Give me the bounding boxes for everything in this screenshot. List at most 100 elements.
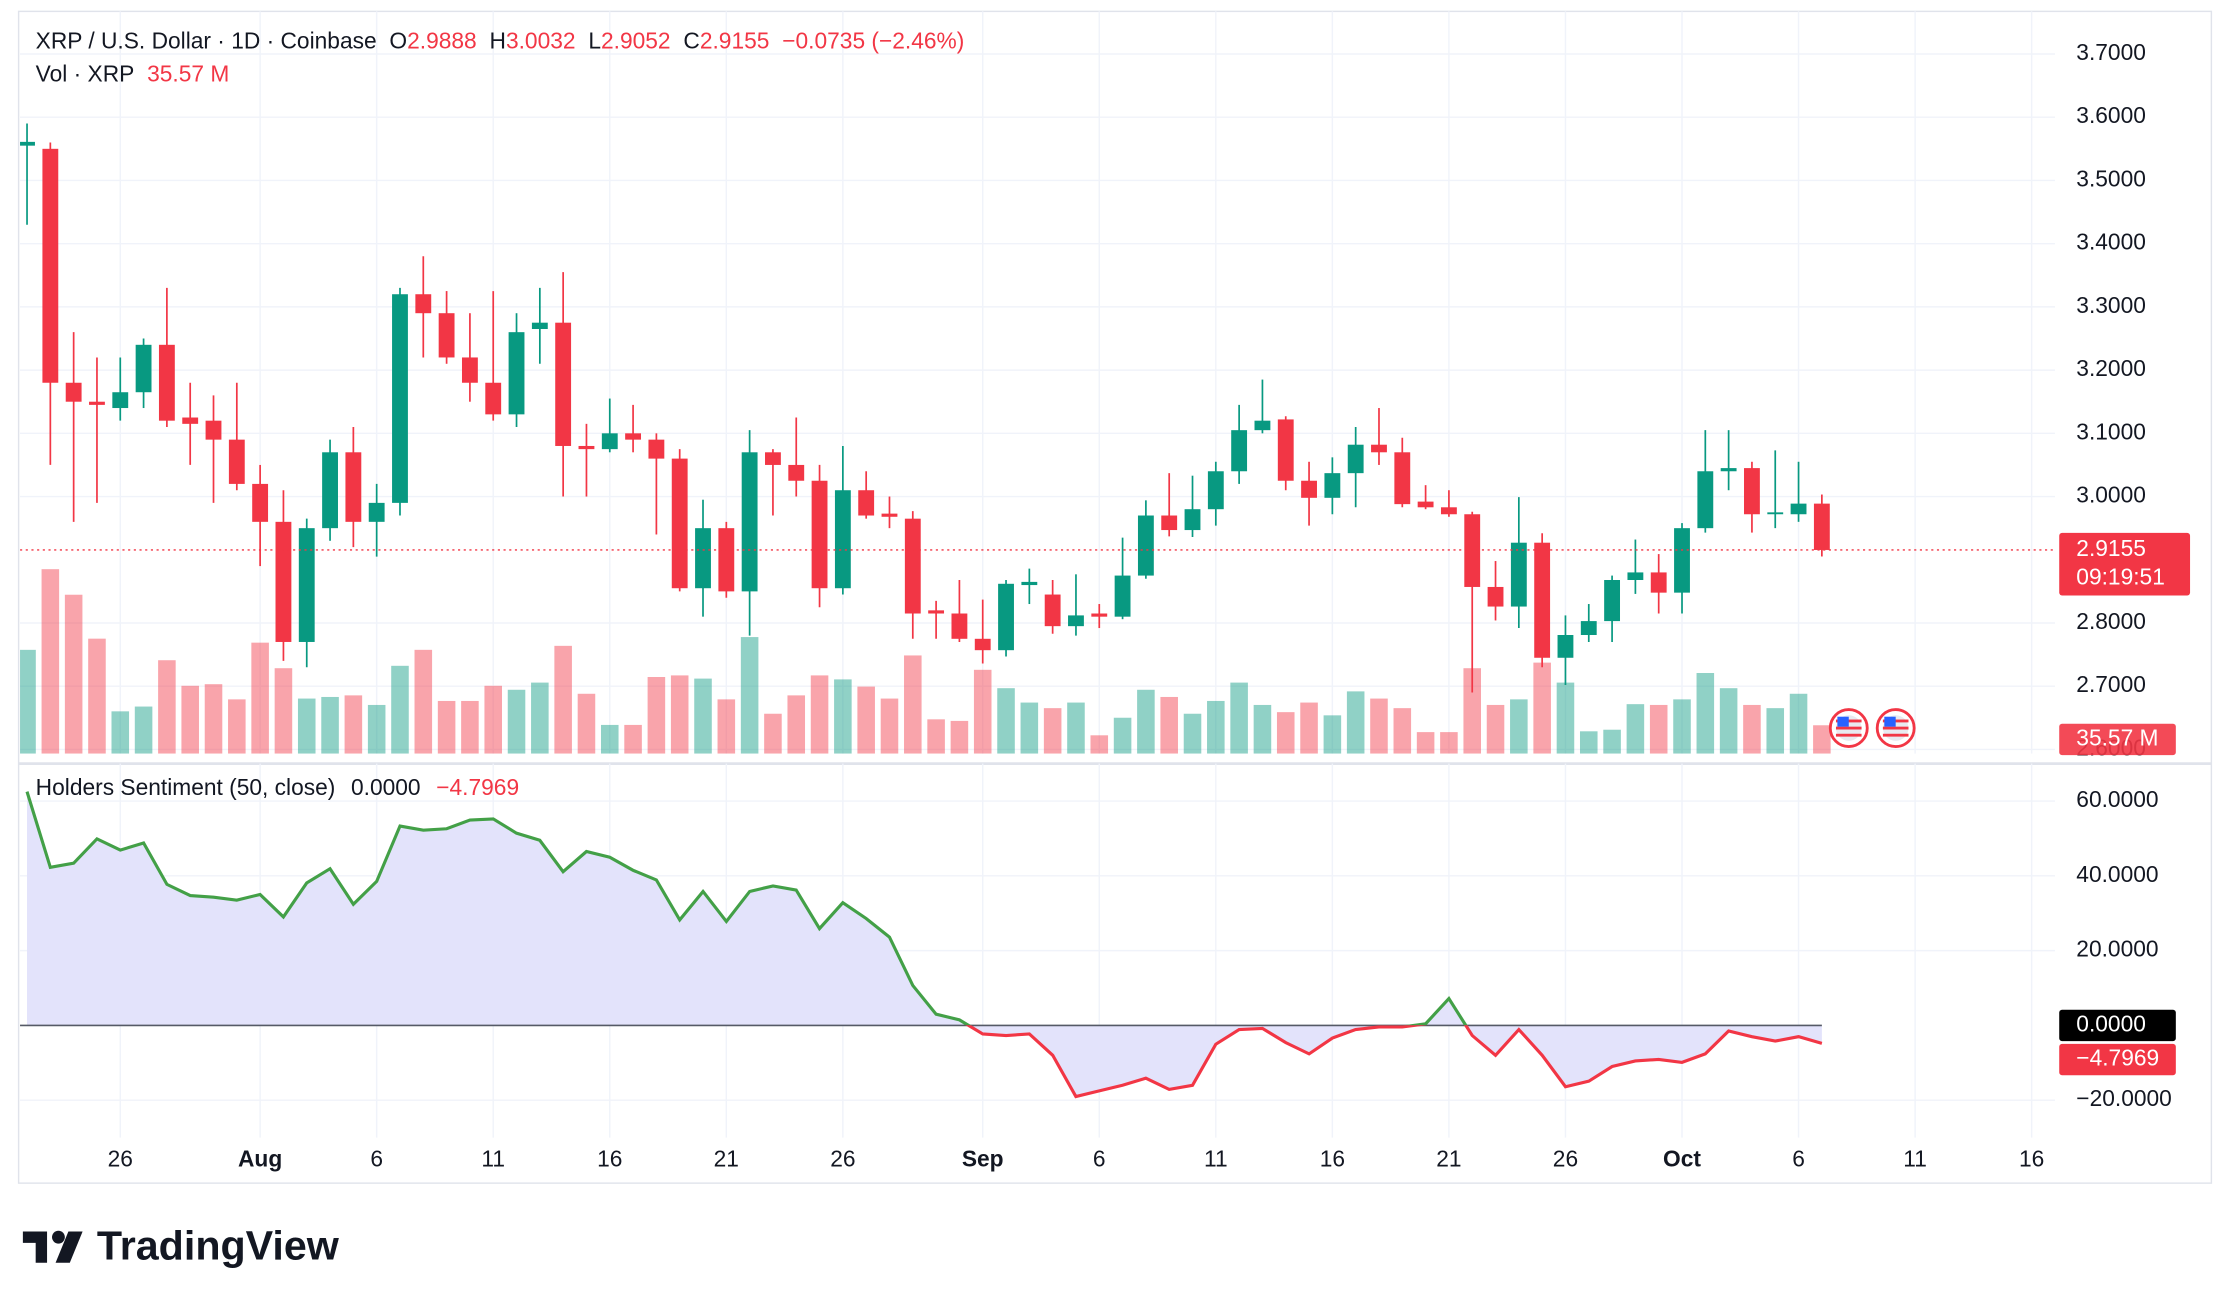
candle-body [578, 445, 595, 450]
volume-bar [41, 569, 60, 754]
volume-bar [1579, 731, 1598, 754]
x-tick-label: 11 [1204, 1145, 1228, 1171]
y-tick-label: 3.6000 [2076, 102, 2146, 128]
volume-bar [88, 638, 106, 754]
candle-body [1487, 586, 1504, 607]
candle-body [65, 382, 82, 402]
volume-bar [204, 684, 223, 754]
ohlc-key: H [490, 28, 506, 54]
x-tick-label: 11 [1903, 1145, 1927, 1171]
logo: TradingView [22, 1222, 340, 1268]
volume-legend: Vol · XRP 35.57 M [36, 60, 230, 86]
x-tick-label: 6 [1792, 1145, 1805, 1171]
candle-body [1557, 635, 1574, 658]
candle-body [1744, 468, 1760, 515]
volume-bar [251, 642, 269, 754]
change-label: −0.0735 (−2.46%) [782, 28, 964, 54]
volume-bar [1300, 702, 1318, 754]
indicator-zero: 0.0000 [351, 774, 421, 800]
candle-body [695, 528, 711, 589]
ohlc-value: 2.9155 [700, 28, 770, 54]
volume-label: 35.57 M [2076, 724, 2158, 750]
candle-body [881, 513, 898, 517]
volume-bar [20, 649, 36, 754]
candle-body [904, 518, 921, 614]
volume-bar [228, 699, 246, 754]
volume-bar [624, 724, 642, 754]
candle-body [205, 420, 222, 440]
volume-bar [1393, 708, 1412, 754]
indicator-title: Holders Sentiment (50, close) [36, 774, 336, 800]
indicator-last: −4.7969 [436, 774, 519, 800]
indicator-legend: Holders Sentiment (50, close) 0.0000 −4.79… [36, 774, 519, 800]
volume-bar [880, 698, 899, 754]
candle-body [1207, 471, 1224, 510]
x-tick-label: 6 [370, 1145, 383, 1171]
volume-bar [1813, 725, 1831, 754]
volume-bar [997, 688, 1015, 754]
volume-bar [1719, 688, 1738, 754]
candle-body [461, 357, 478, 383]
candle-body [1440, 507, 1457, 515]
volume-bar [391, 665, 409, 754]
volume-bar [1370, 698, 1388, 754]
volume-bar [1276, 712, 1295, 754]
sentiment-area [27, 791, 1822, 1097]
ohlc-key: O [389, 28, 407, 54]
candle-body [1231, 430, 1248, 472]
candle-body [1044, 594, 1061, 627]
volume-bar [1533, 662, 1551, 754]
candle-body [928, 610, 945, 614]
candle-body [1068, 615, 1084, 627]
y-tick-label: 3.4000 [2076, 229, 2146, 255]
candle-body [368, 502, 385, 522]
candle-body [298, 528, 315, 642]
candle-body [112, 392, 129, 409]
candle-body [158, 344, 175, 421]
volume-bar [1743, 704, 1761, 754]
x-tick-label: Oct [1663, 1145, 1701, 1171]
volume-layer [20, 569, 1831, 754]
volume-bar [1766, 708, 1785, 754]
candle-body [42, 148, 59, 383]
candle-body [1301, 480, 1317, 498]
volume-bar [1090, 735, 1109, 754]
candle-body [601, 433, 618, 450]
ohlc-value: 3.0032 [506, 28, 576, 54]
volume-bar [1556, 682, 1575, 754]
symbol-title: XRP / U.S. Dollar · 1D · Coinbase [36, 28, 377, 54]
volume-bar [111, 711, 130, 754]
x-tick-label: 16 [1320, 1145, 1345, 1171]
volume-bar [437, 700, 456, 754]
candle-body [1813, 503, 1830, 550]
y-tick-label: 3.0000 [2076, 482, 2146, 508]
last-label-box [2059, 1043, 2176, 1076]
volume-bar [857, 686, 875, 754]
candle-body [1604, 580, 1621, 622]
x-tick-label: 26 [830, 1145, 855, 1171]
candle-body [485, 382, 502, 415]
volume-bar [973, 669, 992, 754]
ohlc-key: C [683, 28, 699, 54]
candle-body [438, 313, 455, 358]
flag-icons[interactable] [1828, 708, 1916, 748]
volume-bar [507, 689, 526, 754]
y-tick-label: −20.0000 [2076, 1085, 2172, 1111]
y-tick-label: 3.2000 [2076, 355, 2146, 381]
volume-bar [1346, 691, 1365, 754]
candle-body [345, 452, 362, 522]
candle-body [1324, 473, 1341, 498]
volume-bar [414, 649, 433, 754]
sentiment-line-positive [25, 791, 1468, 1026]
y-tick-label: 3.3000 [2076, 292, 2146, 318]
volume-bar [554, 645, 572, 754]
candle-body [415, 294, 432, 314]
candle-layer [20, 123, 2055, 693]
volume-bar [1696, 673, 1715, 754]
y-tick-label: 2.7000 [2076, 671, 2146, 697]
x-tick-label: 21 [1436, 1145, 1461, 1171]
candle-body [1394, 452, 1411, 505]
y-tick-label: 2.8000 [2076, 608, 2146, 634]
candle-body [555, 322, 572, 446]
